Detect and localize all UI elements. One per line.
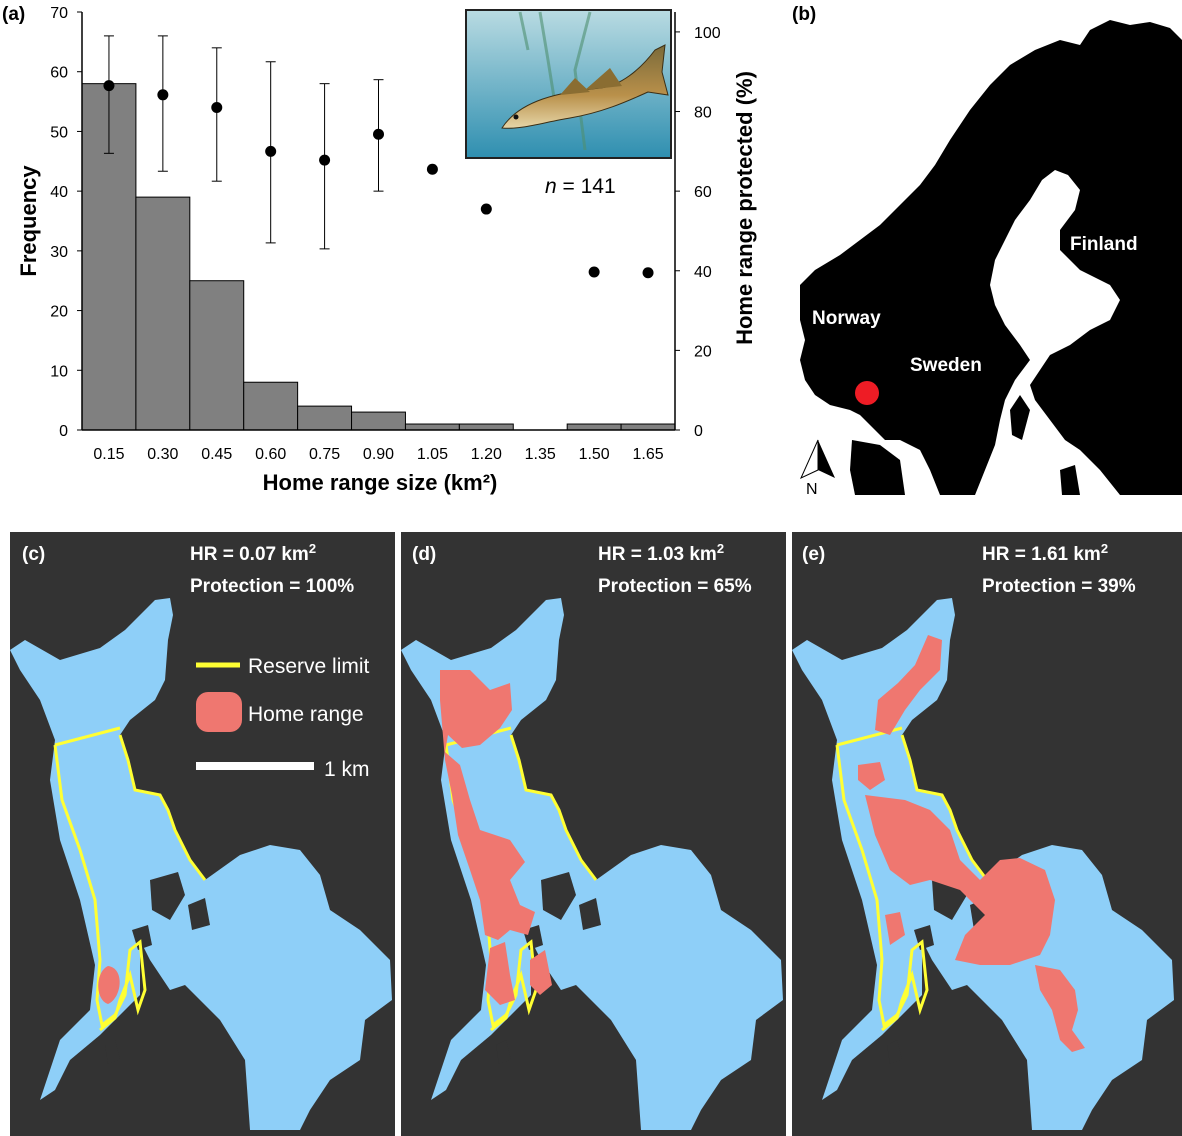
bar-0.45 — [189, 280, 245, 431]
bar-0.90 — [351, 411, 406, 431]
x-tick-label-0.30: 0.30 — [147, 446, 178, 463]
hr-c: HR = 0.07 km2 — [190, 541, 316, 565]
point-0.60 — [265, 145, 277, 157]
x-tick-label-1.35: 1.35 — [525, 446, 556, 463]
cod-photo — [465, 9, 672, 159]
scale-label: 1 km — [324, 758, 370, 781]
y2-tick-label-20: 20 — [694, 343, 712, 360]
y-tick-label-60: 60 — [50, 65, 68, 82]
point-1.20 — [480, 203, 492, 215]
protection-points — [103, 35, 654, 279]
hr-c-sup: 2 — [309, 541, 316, 556]
n-italic: n — [545, 175, 557, 198]
panel-c: (c) HR = 0.07 km2 Protection = 100% Rese… — [8, 532, 395, 1136]
bar-1.05 — [404, 423, 460, 431]
study-site-marker — [855, 381, 879, 405]
point-1.65 — [642, 267, 654, 279]
y-tick-label-50: 50 — [50, 124, 68, 141]
n-rest: = 141 — [557, 175, 616, 198]
y2-tick-label-0: 0 — [694, 423, 703, 440]
hr-e-sup: 2 — [1101, 541, 1108, 556]
point-0.75 — [319, 154, 331, 166]
x-ticks: 0.15 0.30 0.45 0.60 0.75 0.90 1.05 1.20 1.35 1.50… — [93, 446, 663, 463]
x-tick-label-0.45: 0.45 — [201, 446, 232, 463]
panel-b: (b) Finland Norway Sweden N — [792, 4, 1182, 498]
histogram-bars — [81, 83, 676, 431]
hr-d: HR = 1.03 km2 — [598, 541, 724, 565]
bar-0.30 — [135, 196, 191, 431]
x-tick-label-0.60: 0.60 — [255, 446, 286, 463]
bar-1.65 — [620, 423, 676, 431]
home-range-c — [98, 966, 120, 1004]
home-range-e — [858, 635, 1085, 1052]
panel-d: (d) HR = 1.03 km2 Protection = 65% — [399, 532, 786, 1136]
y-tick-label-70: 70 — [50, 5, 68, 22]
protection-e: Protection = 39% — [982, 576, 1136, 597]
scale-bar — [196, 762, 314, 770]
x-tick-label-1.20: 1.20 — [471, 446, 502, 463]
point-0.30 — [157, 89, 169, 101]
north-label: N — [806, 481, 818, 498]
home-range-d — [440, 670, 552, 1005]
y-tick-label-40: 40 — [50, 184, 68, 201]
y-tick-label-10: 10 — [50, 363, 68, 380]
point-0.15 — [103, 80, 115, 92]
y2-tick-label-60: 60 — [694, 184, 712, 201]
panel-label-a: (a) — [2, 4, 25, 25]
hr-e: HR = 1.61 km2 — [982, 541, 1108, 565]
x-tick-label-0.90: 0.90 — [363, 446, 394, 463]
x-tick-label-1.50: 1.50 — [579, 446, 610, 463]
map-label-sweden: Sweden — [910, 355, 982, 376]
x-tick-label-1.05: 1.05 — [417, 446, 448, 463]
y2-axis-title: Home range protected (%) — [732, 71, 757, 345]
y2-ticks: 0 20 40 60 80 100 — [675, 25, 721, 440]
y-ticks: 0 10 20 30 40 50 60 70 — [50, 5, 82, 440]
y2-tick-label-40: 40 — [694, 264, 712, 281]
y2-tick-label-80: 80 — [694, 105, 712, 122]
hr-c-value: HR = 0.07 km — [190, 544, 309, 565]
hr-d-sup: 2 — [717, 541, 724, 556]
protection-c: Protection = 100% — [190, 576, 354, 597]
panel-label-c: (c) — [22, 544, 45, 565]
n-annotation: n = 141 — [545, 175, 616, 198]
panel-label-b: (b) — [792, 4, 816, 25]
x-tick-label-1.65: 1.65 — [632, 446, 663, 463]
panel-a: (a) 0 10 20 30 40 50 60 70 0 20 40 60 80 100 0.15 0.3… — [2, 4, 757, 495]
x-tick-label-0.75: 0.75 — [309, 446, 340, 463]
point-0.45 — [211, 102, 223, 114]
panel-label-d: (d) — [412, 544, 436, 565]
map-label-finland: Finland — [1070, 234, 1138, 255]
point-1.50 — [588, 266, 600, 278]
hr-e-value: HR = 1.61 km — [982, 544, 1101, 565]
scandinavia-map — [800, 20, 1182, 495]
point-0.90 — [373, 128, 384, 140]
y-tick-label-30: 30 — [50, 244, 68, 261]
x-axis-title: Home range size (km²) — [263, 470, 498, 495]
y-tick-label-20: 20 — [50, 304, 68, 321]
bar-0.60 — [243, 381, 299, 431]
y-axis-title: Frequency — [16, 165, 41, 277]
y-tick-label-0: 0 — [59, 423, 68, 440]
hr-d-value: HR = 1.03 km — [598, 544, 717, 565]
bar-1.20 — [458, 423, 514, 431]
legend-home-swatch — [196, 692, 242, 732]
north-arrow-icon — [799, 439, 835, 480]
protection-d: Protection = 65% — [598, 576, 752, 597]
x-tick-label-0.15: 0.15 — [93, 446, 124, 463]
map-label-norway: Norway — [812, 308, 881, 329]
y2-tick-label-100: 100 — [694, 25, 721, 42]
panel-label-e: (e) — [802, 544, 825, 565]
point-1.05 — [426, 163, 438, 175]
legend-home-label: Home range — [248, 703, 364, 726]
panel-e: (e) HR = 1.61 km2 Protection = 39% — [790, 532, 1182, 1136]
bar-0.75 — [297, 405, 353, 431]
legend-reserve-label: Reserve limit — [248, 655, 370, 678]
bar-1.50 — [566, 423, 622, 431]
